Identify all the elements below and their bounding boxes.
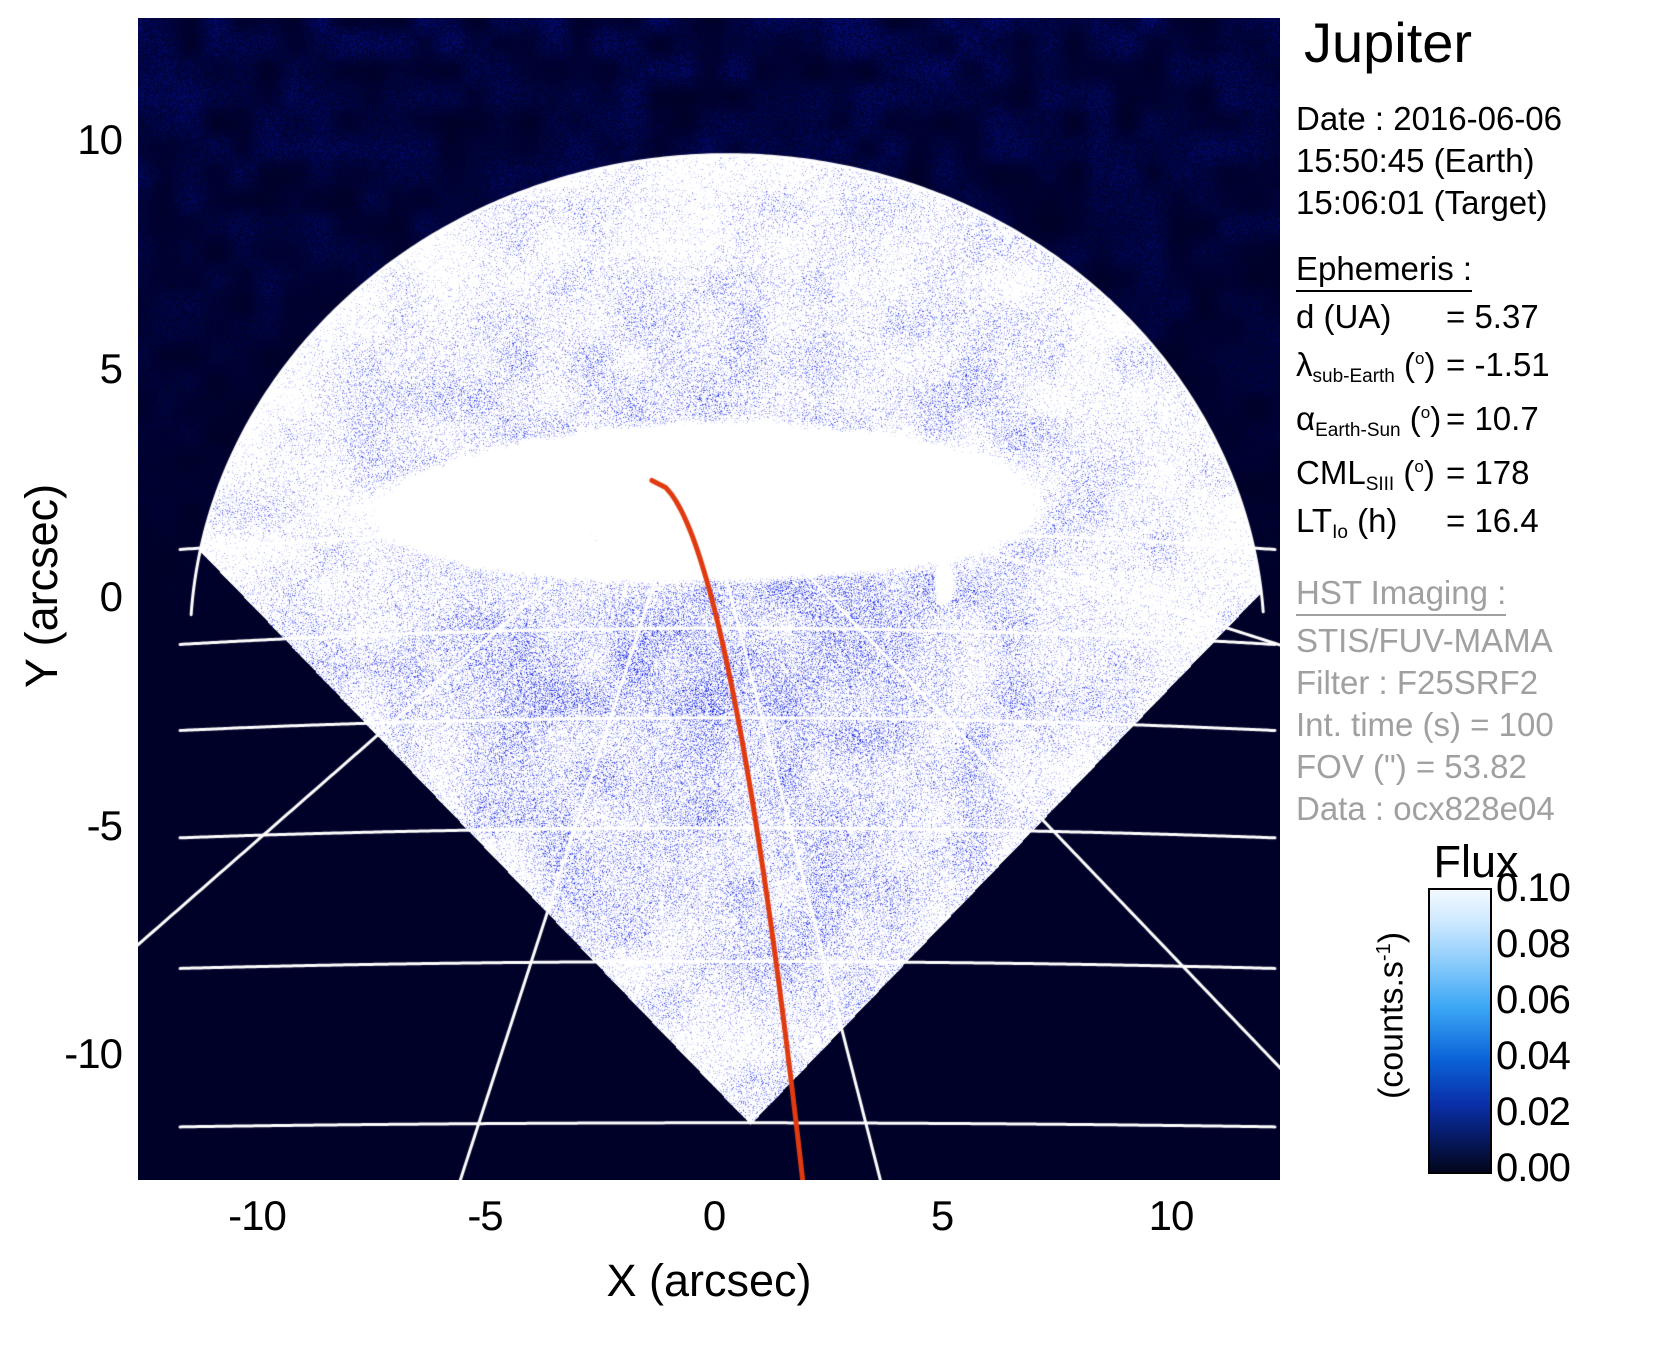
y-axis-label: Y (arcsec) — [16, 483, 67, 689]
ephemeris-label-alpha: αEarth-Sun (o) — [1296, 400, 1442, 441]
hst-instrument: STIS/FUV-MAMA — [1296, 622, 1553, 659]
flux-colorbar: Flux (counts.s-1) 0.10 0.08 0.06 0.04 0.… — [1300, 836, 1676, 1190]
ephemeris-block: Ephemeris : d (UA) = 5.37 λsub-Earth (o) =… — [1296, 250, 1668, 548]
hst-fov: FOV (") = 53.82 — [1296, 748, 1527, 785]
ephemeris-label-lt: LTIo (h) — [1296, 502, 1398, 543]
observation-date: Date : 2016-06-06 — [1296, 100, 1563, 137]
x-tick-10: 10 — [1148, 1192, 1195, 1239]
colorbar-tick-0_02: 0.02 — [1496, 1090, 1571, 1134]
aurora-image-plot — [138, 18, 1280, 1180]
colorbar-tick-0_04: 0.04 — [1496, 1034, 1571, 1078]
y-tick-10: 10 — [77, 116, 123, 163]
hst-imaging-block: HST Imaging : STIS/FUV-MAMA Filter : F25… — [1296, 574, 1668, 830]
y-tick-neg10: -10 — [64, 1030, 123, 1077]
hst-dataset-id: Data : ocx828e04 — [1296, 790, 1555, 827]
colorbar-gradient — [1428, 888, 1492, 1174]
ephemeris-row-io-local-time: LTIo (h) = 16.4 — [1296, 500, 1668, 548]
y-tick-5: 5 — [99, 345, 123, 392]
colorbar-title: Flux — [1433, 836, 1519, 887]
observation-time-target: 15:06:01 (Target) — [1296, 184, 1548, 221]
x-tick-neg5: -5 — [467, 1192, 503, 1239]
x-tick-0: 0 — [702, 1192, 726, 1239]
annotation-panel: Jupiter Date : 2016-06-06 15:50:45 (Eart… — [1296, 12, 1668, 856]
y-tick-neg5: -5 — [86, 802, 123, 849]
colorbar-tick-0_00: 0.00 — [1496, 1146, 1571, 1190]
ephemeris-row-cml: CMLSIII (o) = 178 — [1296, 446, 1668, 500]
colorbar-tick-0_06: 0.06 — [1496, 978, 1571, 1022]
colorbar-unit-label: (counts.s-1) — [1372, 931, 1411, 1100]
ephemeris-value-lt: = 16.4 — [1446, 502, 1539, 539]
hst-imaging-header: HST Imaging : — [1296, 574, 1507, 616]
hst-filter: Filter : F25SRF2 — [1296, 664, 1539, 701]
colorbar-tick-0_08: 0.08 — [1496, 922, 1571, 966]
ephemeris-value-cml: = 178 — [1446, 454, 1530, 491]
ephemeris-header: Ephemeris : — [1296, 250, 1473, 292]
ephemeris-row-sub-earth-lat: λsub-Earth (o) = -1.51 — [1296, 338, 1668, 392]
jupiter-fuv-image — [138, 18, 1280, 1180]
ephemeris-label-cml: CMLSIII (o) — [1296, 454, 1435, 495]
colorbar-tick-0_10: 0.10 — [1496, 866, 1571, 910]
x-axis-label: X (arcsec) — [606, 1255, 812, 1306]
x-tick-5: 5 — [930, 1192, 954, 1239]
ephemeris-value-d: = 5.37 — [1446, 298, 1539, 335]
page-title: Jupiter — [1304, 11, 1473, 74]
ephemeris-row-phase-angle: αEarth-Sun (o) = 10.7 — [1296, 392, 1668, 446]
y-tick-0: 0 — [99, 573, 123, 620]
x-tick-neg10: -10 — [228, 1192, 287, 1239]
hst-int-time: Int. time (s) = 100 — [1296, 706, 1554, 743]
ephemeris-row-distance: d (UA) = 5.37 — [1296, 296, 1668, 338]
ephemeris-value-lambda: = -1.51 — [1446, 346, 1550, 383]
observation-block: Date : 2016-06-06 15:50:45 (Earth) 15:06… — [1296, 98, 1668, 224]
ephemeris-label-lambda: λsub-Earth (o) — [1296, 346, 1436, 387]
ephemeris-label-d: d (UA) — [1296, 298, 1392, 335]
observation-time-earth: 15:50:45 (Earth) — [1296, 142, 1535, 179]
ephemeris-value-alpha: = 10.7 — [1446, 400, 1539, 437]
